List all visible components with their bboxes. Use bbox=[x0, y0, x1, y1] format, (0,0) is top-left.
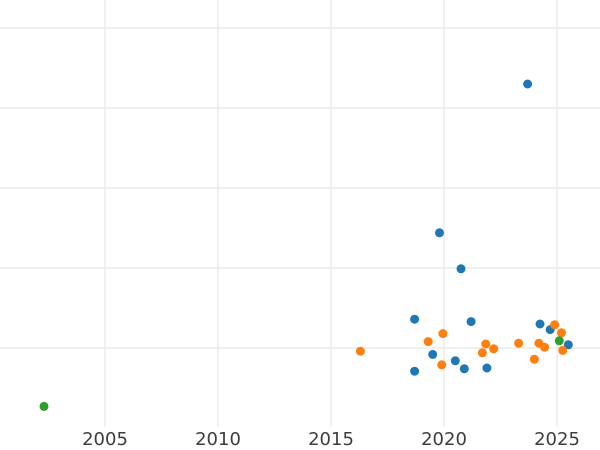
data-point-series-blue[interactable] bbox=[450, 356, 460, 366]
data-point-series-blue[interactable] bbox=[466, 317, 476, 327]
x-tick-label: 2015 bbox=[308, 429, 354, 450]
data-point-series-green[interactable] bbox=[554, 336, 564, 346]
data-point-series-orange[interactable] bbox=[550, 320, 560, 330]
data-point-series-orange[interactable] bbox=[355, 346, 365, 356]
data-point-series-blue[interactable] bbox=[410, 314, 420, 324]
data-point-series-orange[interactable] bbox=[437, 360, 447, 370]
data-points bbox=[39, 79, 573, 411]
data-point-series-orange[interactable] bbox=[481, 339, 491, 349]
data-point-series-blue[interactable] bbox=[535, 319, 545, 329]
x-tick-label: 2020 bbox=[421, 429, 467, 450]
data-point-series-orange[interactable] bbox=[477, 348, 487, 358]
data-point-series-orange[interactable] bbox=[489, 344, 499, 354]
data-point-series-orange[interactable] bbox=[540, 342, 550, 352]
data-point-series-orange[interactable] bbox=[423, 337, 433, 347]
data-point-series-green[interactable] bbox=[39, 401, 49, 411]
data-point-series-orange[interactable] bbox=[558, 345, 568, 355]
data-point-series-orange[interactable] bbox=[438, 329, 448, 339]
data-point-series-blue[interactable] bbox=[523, 79, 533, 89]
horizontal-gridlines bbox=[0, 27, 600, 349]
data-point-series-blue[interactable] bbox=[563, 340, 573, 350]
data-point-series-orange[interactable] bbox=[557, 328, 566, 338]
data-point-series-orange[interactable] bbox=[529, 354, 539, 364]
data-point-series-blue[interactable] bbox=[428, 349, 438, 359]
data-point-series-blue[interactable] bbox=[456, 264, 466, 274]
x-tick-label: 2010 bbox=[195, 429, 241, 450]
data-point-series-orange[interactable] bbox=[514, 338, 524, 348]
vertical-gridlines-and-ticks: 2005 2010 2015 2020 2025 bbox=[82, 0, 580, 450]
data-point-series-blue[interactable] bbox=[482, 363, 492, 373]
x-tick-label: 2005 bbox=[82, 429, 128, 450]
data-point-series-blue[interactable] bbox=[410, 366, 420, 376]
data-point-series-blue[interactable] bbox=[459, 364, 469, 374]
data-point-series-blue[interactable] bbox=[435, 228, 444, 238]
x-tick-label: 2025 bbox=[534, 429, 580, 450]
